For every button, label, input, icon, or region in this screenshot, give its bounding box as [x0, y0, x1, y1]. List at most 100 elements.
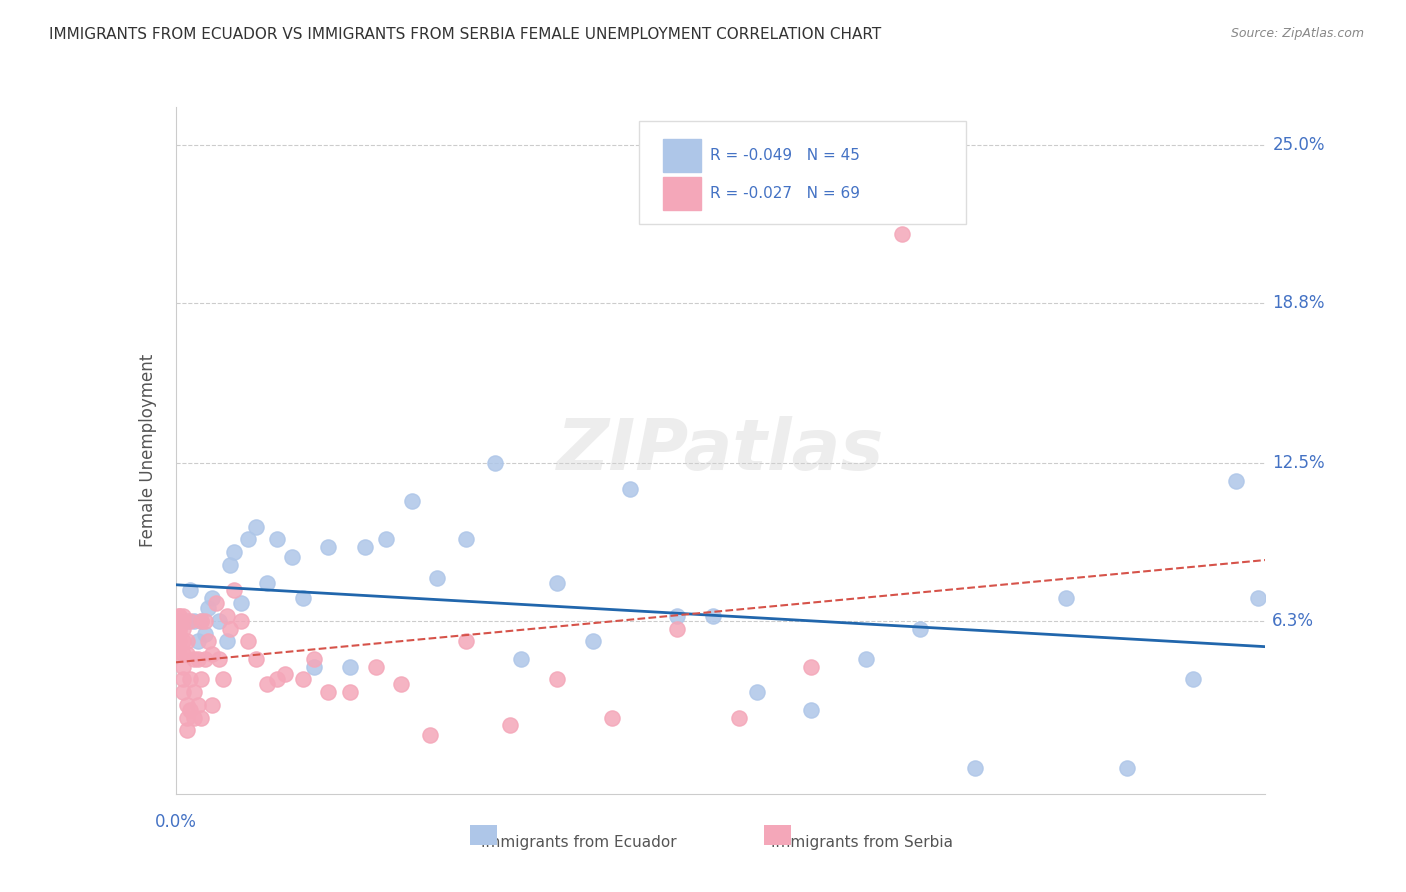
Point	[702, 608, 724, 623]
Point	[172, 673, 194, 687]
Point	[484, 456, 506, 470]
Point	[169, 614, 191, 628]
Point	[179, 673, 201, 687]
Point	[1181, 673, 1204, 687]
Point	[456, 634, 478, 648]
Point	[186, 634, 209, 648]
Point	[169, 614, 191, 628]
Y-axis label: Female Unemployment: Female Unemployment	[139, 354, 157, 547]
Bar	[662, 178, 702, 211]
Point	[910, 622, 932, 636]
Point	[169, 614, 191, 628]
Point	[190, 614, 212, 628]
Point	[176, 647, 198, 661]
Point	[201, 698, 224, 712]
Point	[179, 614, 201, 628]
Point	[183, 685, 205, 699]
Point	[222, 545, 245, 559]
Text: 18.8%: 18.8%	[1272, 294, 1324, 312]
Point	[176, 710, 198, 724]
Point	[891, 227, 914, 242]
Point	[169, 616, 191, 631]
FancyBboxPatch shape	[638, 120, 966, 224]
Point	[582, 634, 605, 648]
Bar	[765, 825, 792, 846]
Point	[183, 614, 205, 628]
Point	[183, 710, 205, 724]
Point	[302, 652, 325, 666]
Point	[190, 710, 212, 724]
Point	[172, 634, 194, 648]
Point	[169, 622, 191, 636]
Point	[194, 614, 217, 628]
Point	[339, 685, 361, 699]
Point	[1225, 474, 1247, 488]
Point	[197, 634, 219, 648]
Point	[800, 659, 823, 673]
Point	[219, 622, 242, 636]
Point	[169, 647, 191, 661]
Point	[169, 614, 191, 628]
Point	[353, 540, 375, 554]
Text: ZIPatlas: ZIPatlas	[557, 416, 884, 485]
Point	[169, 622, 191, 636]
Point	[302, 659, 325, 673]
Point	[281, 550, 304, 565]
Point	[197, 601, 219, 615]
Point	[204, 596, 226, 610]
Point	[238, 533, 260, 547]
Point	[179, 583, 201, 598]
Point	[389, 677, 412, 691]
Point	[215, 608, 238, 623]
Point	[208, 614, 231, 628]
Text: IMMIGRANTS FROM ECUADOR VS IMMIGRANTS FROM SERBIA FEMALE UNEMPLOYMENT CORRELATIO: IMMIGRANTS FROM ECUADOR VS IMMIGRANTS FR…	[49, 27, 882, 42]
Point	[194, 626, 217, 640]
Point	[186, 698, 209, 712]
Point	[169, 634, 191, 648]
Point	[855, 652, 877, 666]
Point	[600, 710, 623, 724]
Point	[426, 571, 449, 585]
Text: 0.0%: 0.0%	[155, 814, 197, 831]
Point	[172, 622, 194, 636]
Point	[201, 647, 224, 661]
Point	[256, 575, 278, 590]
Point	[186, 652, 209, 666]
Point	[546, 673, 568, 687]
Point	[208, 652, 231, 666]
Point	[1054, 591, 1077, 605]
Point	[176, 698, 198, 712]
Point	[318, 540, 340, 554]
Point	[245, 652, 267, 666]
Point	[190, 673, 212, 687]
Point	[169, 616, 191, 631]
Point	[238, 634, 260, 648]
Point	[194, 652, 217, 666]
Text: Immigrants from Serbia: Immigrants from Serbia	[772, 835, 953, 850]
Point	[176, 614, 198, 628]
Point	[546, 575, 568, 590]
Point	[375, 533, 398, 547]
Point	[1247, 591, 1270, 605]
Point	[222, 583, 245, 598]
Point	[419, 728, 441, 742]
Point	[456, 533, 478, 547]
Point	[256, 677, 278, 691]
Point	[401, 494, 423, 508]
Point	[201, 591, 224, 605]
Point	[212, 673, 235, 687]
Point	[499, 718, 522, 732]
Point	[172, 608, 194, 623]
Text: 12.5%: 12.5%	[1272, 454, 1324, 472]
Point	[339, 659, 361, 673]
Point	[169, 614, 191, 628]
Point	[176, 723, 198, 738]
Text: R = -0.027   N = 69: R = -0.027 N = 69	[710, 186, 859, 201]
Point	[800, 703, 823, 717]
Point	[266, 673, 288, 687]
Point	[172, 659, 194, 673]
Point	[745, 685, 768, 699]
Point	[179, 703, 201, 717]
Point	[266, 533, 288, 547]
Point	[666, 608, 689, 623]
